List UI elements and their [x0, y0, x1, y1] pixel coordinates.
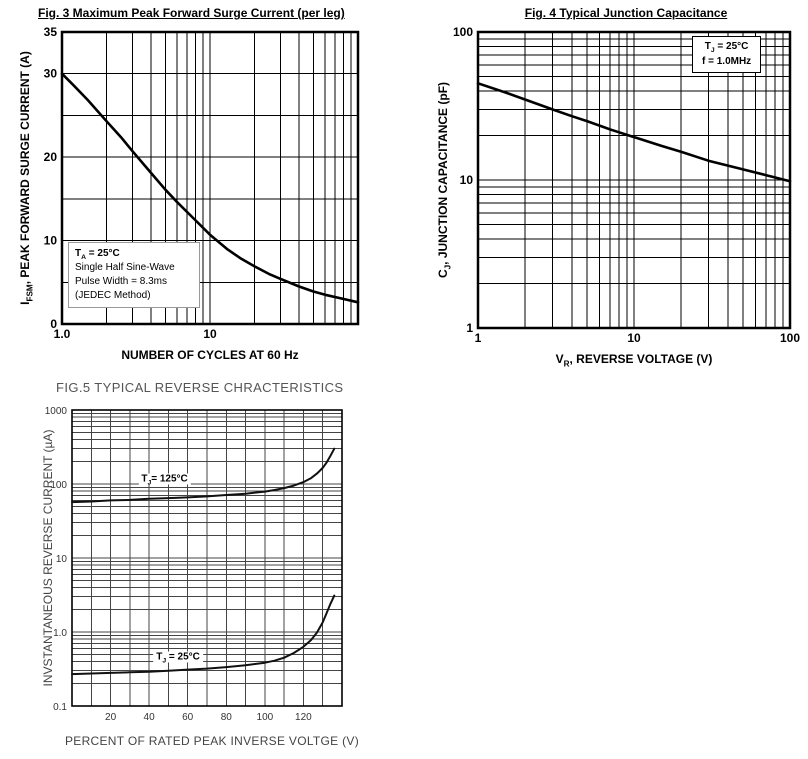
- y-tick-label: 100: [50, 480, 67, 491]
- fig3-peak-forward-surge-chart: Fig. 3 Maximum Peak Forward Surge Curren…: [10, 6, 370, 374]
- fig4-x-axis-label: VR, REVERSE VOLTAGE (V): [478, 352, 790, 369]
- fig3-plot-area: 1.0 10 0 10 20 30 35 TA = 25°C Single Half Sin…: [10, 24, 366, 346]
- fig3-condition-temperature: TA = 25°C: [75, 248, 120, 261]
- fig3-condition-method: (JEDEC Method): [75, 290, 151, 301]
- fig5-reverse-characteristics-chart: FIG.5 TYPICAL REVERSE CHRACTERISTICS INV…: [40, 380, 412, 758]
- fig5-title: FIG.5 TYPICAL REVERSE CHRACTERISTICS: [56, 380, 344, 395]
- x-tick-label: 40: [144, 712, 156, 723]
- x-tick-label: 10: [627, 331, 641, 345]
- fig4-xlabel-subscript: R: [563, 359, 570, 369]
- x-tick-label: 1: [475, 331, 482, 345]
- fig4-xlabel-symbol: V: [555, 352, 564, 366]
- y-tick-label: 10: [44, 234, 58, 248]
- series-tj-25c: [71, 594, 336, 676]
- y-tick-label: 1: [466, 321, 473, 335]
- y-tick-label: 30: [44, 67, 58, 81]
- fig3-condition-pulse-width: Pulse Width = 8.3ms: [75, 276, 167, 287]
- x-tick-label: 1.0: [54, 327, 71, 341]
- x-tick-label: 60: [182, 712, 194, 723]
- fig4-junction-capacitance-chart: Fig. 4 Typical Junction Capacitance CJ, …: [430, 6, 802, 374]
- y-tick-label: 100: [453, 25, 473, 39]
- fig4-plot-area: 1 10 100 1 10 100 TJ = 25°C f = 1.0MHz: [430, 24, 802, 350]
- curve-label-tj-25c: TJ = 25°C: [153, 651, 203, 664]
- fig4-title: Fig. 4 Typical Junction Capacitance: [524, 6, 728, 20]
- series-junction-capacitance: [476, 81, 792, 183]
- plot-border: [60, 30, 360, 326]
- fig3-x-axis-label: NUMBER OF CYCLES AT 60 Hz: [121, 348, 299, 362]
- plot-border: [71, 409, 343, 707]
- x-tick-label: 100: [257, 712, 274, 723]
- series-surge-current: [60, 72, 360, 304]
- curve-label-tj-125c: TJ= 125°C: [138, 473, 191, 486]
- fig4-condition-temperature: TJ = 25°C: [704, 41, 749, 54]
- fig4-xlabel-text: , REVERSE VOLTAGE (V): [569, 352, 713, 366]
- x-tick-label: 20: [105, 712, 117, 723]
- x-tick-label: 10: [203, 327, 217, 341]
- series-tj-125c: [71, 447, 336, 504]
- y-tick-label: 35: [44, 25, 58, 39]
- y-tick-label: 0: [50, 317, 57, 331]
- y-tick-label: 20: [44, 150, 58, 164]
- fig5-x-axis-label: PERCENT OF RATED PEAK INVERSE VOLTGE (V): [64, 734, 360, 748]
- y-tick-label: 0.1: [53, 702, 67, 713]
- fig3-plot-svg: 1.0 10 0 10 20 30 35: [44, 25, 360, 341]
- fig5-plot-area: 20 40 60 80 100 120 1000 100 10 1.0 0.1 TJ= 125°C …: [40, 402, 412, 732]
- fig3-conditions-box: TA = 25°C Single Half Sine-Wave Pulse Wi…: [68, 242, 200, 308]
- y-tick-label: 10: [56, 554, 68, 565]
- fig3-title: Fig. 3 Maximum Peak Forward Surge Curren…: [38, 6, 345, 20]
- fig4-conditions-box: TJ = 25°C f = 1.0MHz: [692, 36, 762, 73]
- x-tick-label: 120: [295, 712, 312, 723]
- y-tick-label: 10: [460, 173, 474, 187]
- fig5-plot-svg: 20 40 60 80 100 120 1000 100 10 1.0 0.1: [45, 406, 343, 723]
- x-tick-label: 100: [780, 331, 800, 345]
- fig4-condition-frequency: f = 1.0MHz: [702, 55, 752, 67]
- y-tick-label: 1000: [45, 406, 68, 417]
- y-tick-label: 1.0: [53, 628, 67, 639]
- fig3-condition-waveform: Single Half Sine-Wave: [75, 262, 175, 273]
- x-tick-label: 80: [221, 712, 233, 723]
